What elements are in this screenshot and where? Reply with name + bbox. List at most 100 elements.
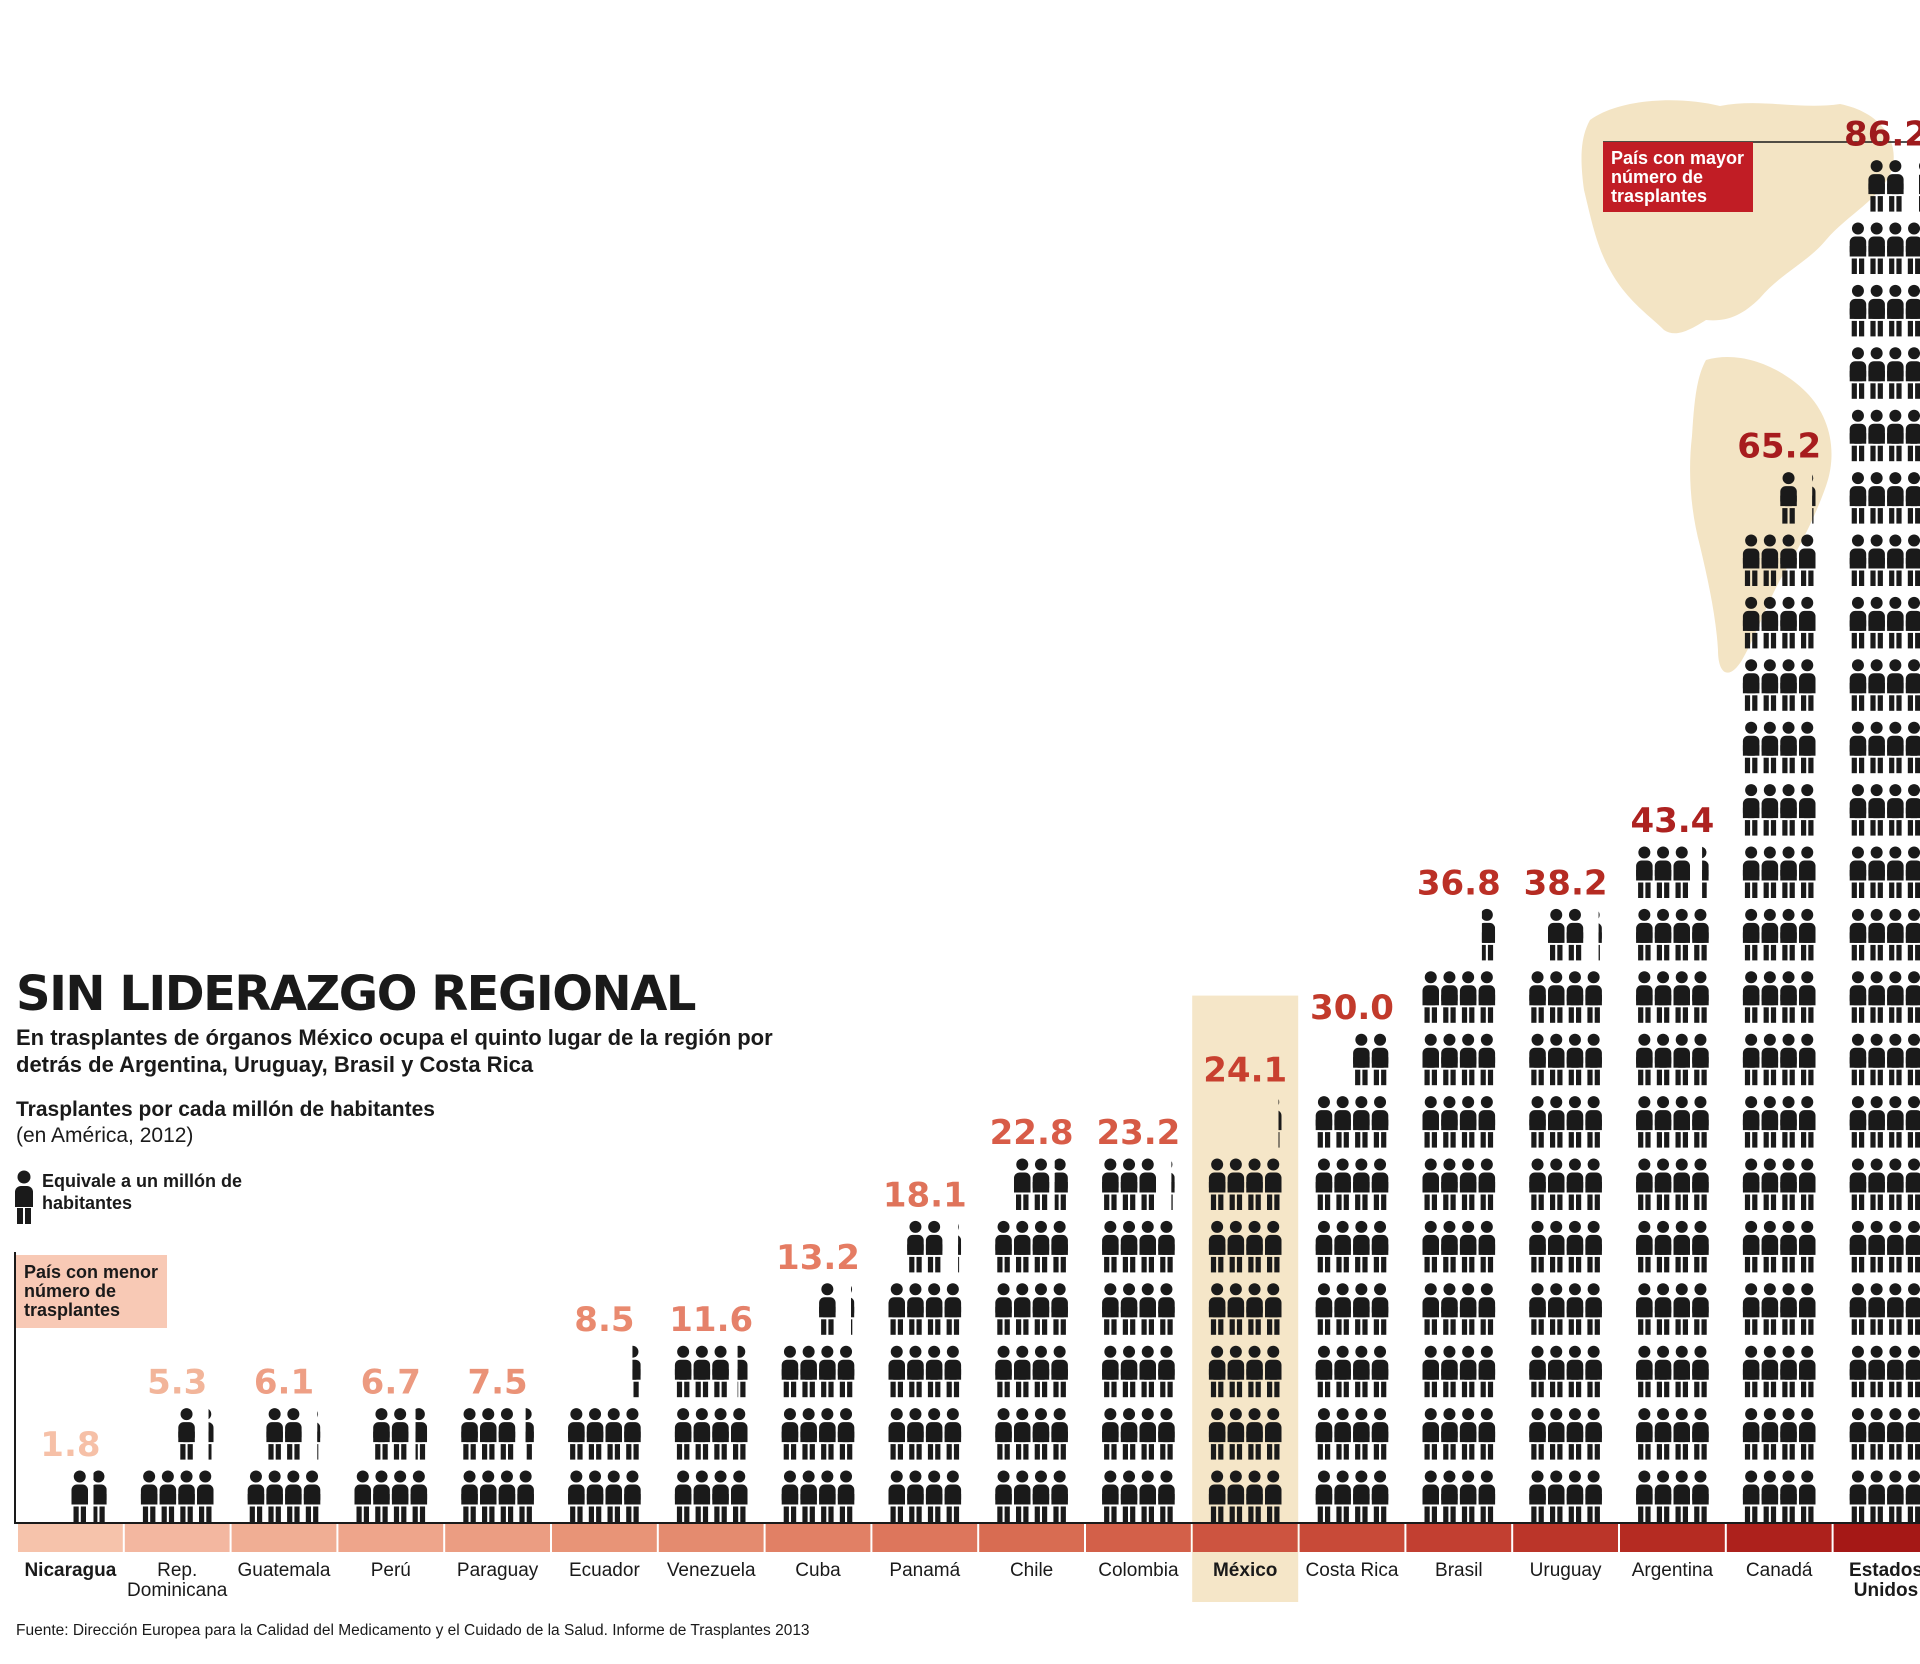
person-icon (1849, 284, 1867, 337)
bar-perú (354, 1408, 428, 1522)
tick-label: Chile (1010, 1560, 1053, 1581)
measure-sub-label: (en América, 2012) (16, 1124, 194, 1147)
person-icon (1673, 1283, 1690, 1335)
person-icon (1529, 1283, 1546, 1335)
axis-band (338, 1524, 444, 1552)
person-icon (1849, 472, 1867, 524)
person-icon (1529, 1470, 1546, 1522)
person-icon (1761, 1033, 1779, 1086)
person-icon (1887, 908, 1904, 961)
axis-band (1086, 1524, 1191, 1552)
person-icon (1654, 1408, 1672, 1460)
person-icon (1905, 472, 1920, 524)
person-icon (1761, 908, 1779, 961)
person-icon (1780, 1470, 1797, 1522)
person-icon (1905, 971, 1920, 1023)
person-icon (944, 1408, 962, 1460)
person-icon (1654, 971, 1672, 1023)
person-icon (1761, 784, 1779, 836)
person-icon (1742, 784, 1760, 836)
person-icon (1353, 1283, 1370, 1335)
person-icon (1422, 1345, 1439, 1398)
person-icon (1441, 1345, 1458, 1398)
person-icon (1780, 1033, 1797, 1086)
person-icon (737, 1345, 748, 1398)
bar-argentina (1636, 846, 1709, 1522)
person-icon (1459, 1158, 1477, 1210)
person-icon (1849, 908, 1867, 961)
person-icon (1014, 1345, 1031, 1398)
value-label: 7.5 (467, 1363, 527, 1403)
person-icon (1208, 1220, 1226, 1273)
person-icon (1887, 534, 1904, 586)
person-icon (1478, 1408, 1496, 1460)
person-icon (837, 1345, 855, 1398)
person-icon (1548, 1158, 1565, 1210)
person-icon (1761, 1470, 1779, 1522)
person-icon (1158, 1470, 1175, 1522)
person-icon (1692, 1096, 1709, 1148)
person-icon (93, 1470, 107, 1522)
person-icon (1692, 908, 1709, 961)
person-icon (995, 1470, 1012, 1522)
person-icon (1761, 1096, 1779, 1148)
person-icon (1371, 1158, 1389, 1210)
person-icon (1459, 971, 1477, 1023)
person-icon (1761, 1408, 1779, 1460)
person-icon (1478, 1096, 1496, 1148)
person-icon (1799, 784, 1816, 836)
tick-label: Brasil (1435, 1560, 1483, 1581)
person-icon (1441, 1470, 1458, 1522)
person-icon (1654, 1096, 1672, 1148)
person-icon (1120, 1345, 1138, 1398)
person-icon (1566, 1470, 1584, 1522)
axis-band (872, 1524, 978, 1552)
person-icon (1868, 659, 1885, 711)
person-icon (1227, 1470, 1245, 1522)
person-icon (1441, 1220, 1458, 1273)
person-icon (1334, 1345, 1351, 1398)
person-icon (1673, 1220, 1690, 1273)
person-icon (1548, 1033, 1565, 1086)
person-icon (1673, 1408, 1690, 1460)
person-icon (1849, 1470, 1867, 1522)
person-icon (624, 1408, 641, 1460)
person-icon (693, 1408, 711, 1460)
person-icon (178, 1470, 195, 1522)
person-icon (1529, 1033, 1546, 1086)
person-icon (1566, 971, 1584, 1023)
person-icon (1849, 659, 1867, 711)
person-icon (1459, 1470, 1477, 1522)
value-label: 24.1 (1203, 1051, 1287, 1091)
person-icon (1566, 1345, 1584, 1398)
person-icon (907, 1345, 924, 1398)
person-icon (731, 1408, 748, 1460)
person-icon (1673, 908, 1690, 961)
person-icon (1780, 971, 1797, 1023)
axis-band (231, 1524, 337, 1552)
person-icon (1868, 596, 1885, 649)
person-icon (1849, 347, 1867, 399)
person-icon (1548, 1345, 1565, 1398)
person-icon (1102, 1220, 1119, 1273)
person-icon (995, 1220, 1012, 1273)
person-icon (1102, 1158, 1119, 1210)
chart-title: SIN LIDERAZGO REGIONAL (16, 966, 696, 1022)
person-icon (1761, 971, 1779, 1023)
person-icon (1208, 1283, 1226, 1335)
person-icon (1868, 1158, 1885, 1210)
person-icon (1780, 596, 1797, 649)
person-icon (1371, 1096, 1389, 1148)
person-icon (1780, 1408, 1797, 1460)
person-icon (1761, 596, 1779, 649)
person-icon (525, 1408, 534, 1460)
person-icon (1905, 347, 1920, 399)
person-icon (1799, 1283, 1816, 1335)
person-icon (1051, 1470, 1068, 1522)
person-icon (1585, 971, 1602, 1023)
person-icon (1905, 409, 1920, 462)
person-icon (1139, 1158, 1156, 1210)
person-icon (674, 1408, 692, 1460)
person-icon (1227, 1408, 1245, 1460)
person-icon (1459, 1033, 1477, 1086)
